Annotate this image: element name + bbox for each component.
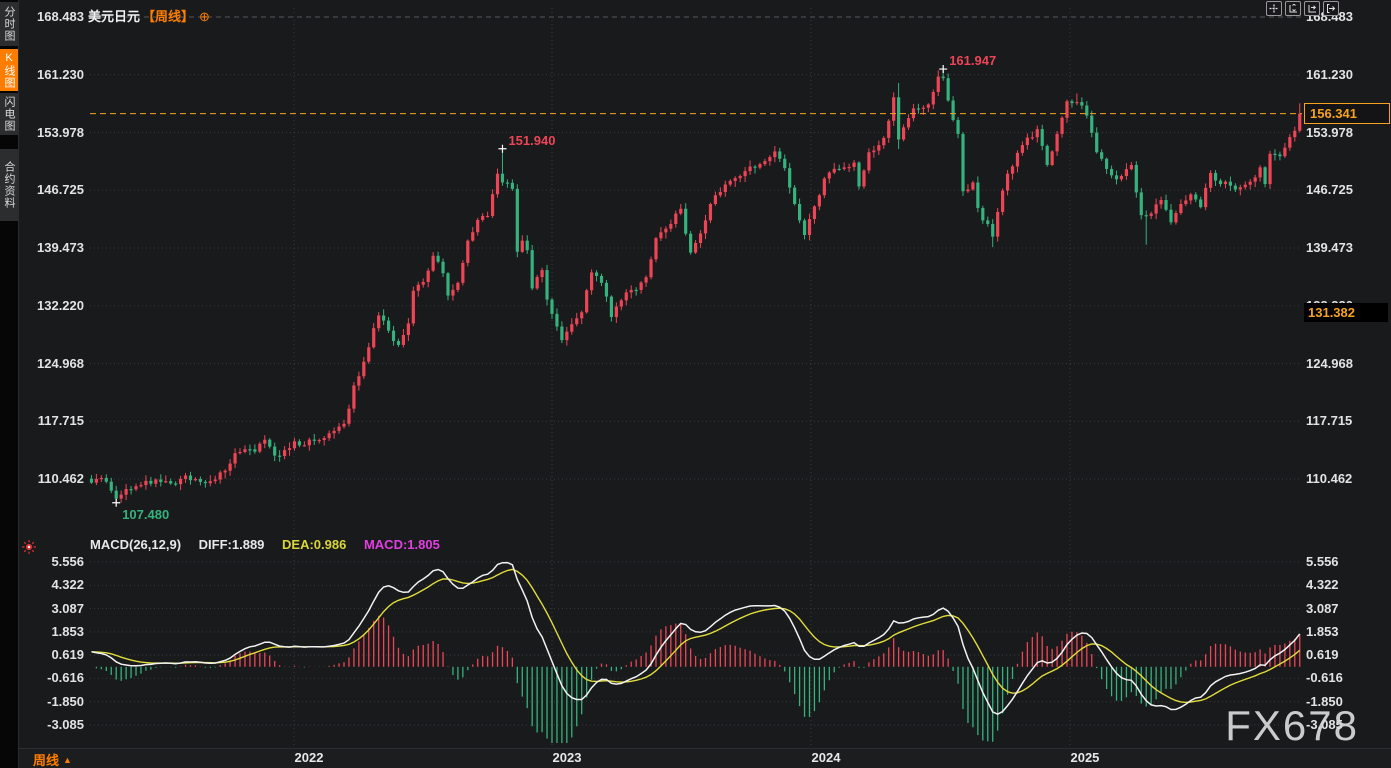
macd-axis-tick: 4.322	[1306, 577, 1339, 593]
macd-axis-tick: 1.853	[1306, 623, 1339, 639]
scale-price-axis-icon[interactable]	[1285, 1, 1301, 16]
sidebar-tab-time-chart[interactable]: 分时图	[0, 2, 18, 46]
pan-to-latest-icon[interactable]	[1323, 1, 1339, 16]
fx678-watermark: FX678	[1225, 702, 1359, 749]
price-axis-tick: 117.715	[1306, 413, 1353, 429]
price-axis-tick: 117.715	[37, 413, 84, 429]
x-axis-year-label: 2023	[552, 750, 582, 765]
macd-axis-tick: 1.853	[51, 623, 84, 639]
secondary-price-tag: 131.382	[1304, 303, 1388, 323]
x-axis-year-label: 2025	[1070, 750, 1100, 765]
x-axis-year-label: 2022	[294, 750, 324, 765]
x-axis-year-label: 2024	[811, 750, 841, 765]
macd-axis-tick: 4.322	[51, 577, 84, 593]
price-axis-tick: 110.462	[1306, 471, 1353, 486]
add-symbol-icon[interactable]: ⊕	[199, 9, 210, 24]
time-axis-bar	[18, 748, 1391, 768]
price-axis-tick: 161.230	[37, 66, 84, 82]
scale-time-axis-icon[interactable]	[1304, 1, 1320, 16]
price-axis-tick: 110.462	[37, 471, 84, 486]
macd-axis-tick: 0.619	[51, 647, 84, 663]
macd-macd-value: MACD:1.805	[363, 537, 440, 552]
price-axis-tick: 132.220	[37, 297, 84, 313]
sidebar-tab-kline-chart[interactable]: K线图	[0, 49, 18, 91]
price-axis-tick: 168.483	[37, 9, 84, 24]
macd-title: MACD(26,12,9)	[90, 537, 182, 552]
price-axis-tick: 153.978	[1306, 124, 1353, 140]
low-price-marker: 107.480	[122, 506, 170, 522]
macd-axis-tick: 3.087	[1306, 600, 1339, 616]
period-tag: 【周线】	[142, 9, 195, 24]
symbol-name: 美元日元	[88, 9, 141, 24]
price-axis-tick: 139.473	[1306, 240, 1353, 255]
price-axis-tick: 161.230	[1306, 66, 1353, 82]
macd-axis-tick: 3.087	[51, 600, 84, 616]
chart-toolbar	[1266, 1, 1339, 16]
chevron-up-icon: ▲	[63, 755, 72, 765]
price-axis-tick: 139.473	[37, 240, 84, 255]
current-price-tag: 156.341	[1304, 102, 1390, 124]
macd-axis-tick: 5.556	[1306, 554, 1339, 569]
price-axis-tick: 153.978	[37, 124, 84, 140]
high-price-marker: 151.940	[508, 132, 556, 148]
period-selector[interactable]: 周线 ▲	[33, 753, 72, 768]
macd-axis-tick: -3.085	[47, 716, 84, 732]
macd-axis-tick: -1.850	[1306, 693, 1343, 709]
macd-diff-value: DIFF:1.889	[198, 537, 265, 552]
macd-axis-tick: 5.556	[51, 554, 84, 569]
macd-axis-tick: -0.616	[47, 670, 84, 686]
indicator-settings-icon[interactable]	[21, 539, 37, 560]
sidebar-tab-flash-chart[interactable]: 闪电图	[0, 93, 18, 135]
crosshair-icon[interactable]	[1266, 1, 1282, 16]
macd-axis-tick: -3.085	[1306, 716, 1343, 732]
left-sidebar: 分时图 K线图 闪电图 合约资料	[0, 0, 19, 768]
chart-title: 美元日元 【周线】 ⊕	[88, 6, 210, 25]
macd-axis-tick: -1.850	[47, 693, 84, 709]
price-axis-tick: 146.725	[1306, 182, 1353, 198]
macd-axis-tick: 0.619	[1306, 647, 1339, 663]
price-axis-tick: 124.968	[1306, 355, 1353, 371]
high-price-marker: 161.947	[949, 53, 997, 69]
sidebar-tab-contract-info[interactable]: 合约资料	[0, 149, 18, 221]
macd-axis-tick: -0.616	[1306, 670, 1343, 686]
macd-dea-value: DEA:0.986	[282, 537, 347, 552]
macd-legend: MACD(26,12,9) DIFF:1.889 DEA:0.986 MACD:…	[90, 537, 440, 552]
price-axis-tick: 124.968	[37, 355, 84, 371]
price-axis-tick: 146.725	[37, 182, 84, 198]
